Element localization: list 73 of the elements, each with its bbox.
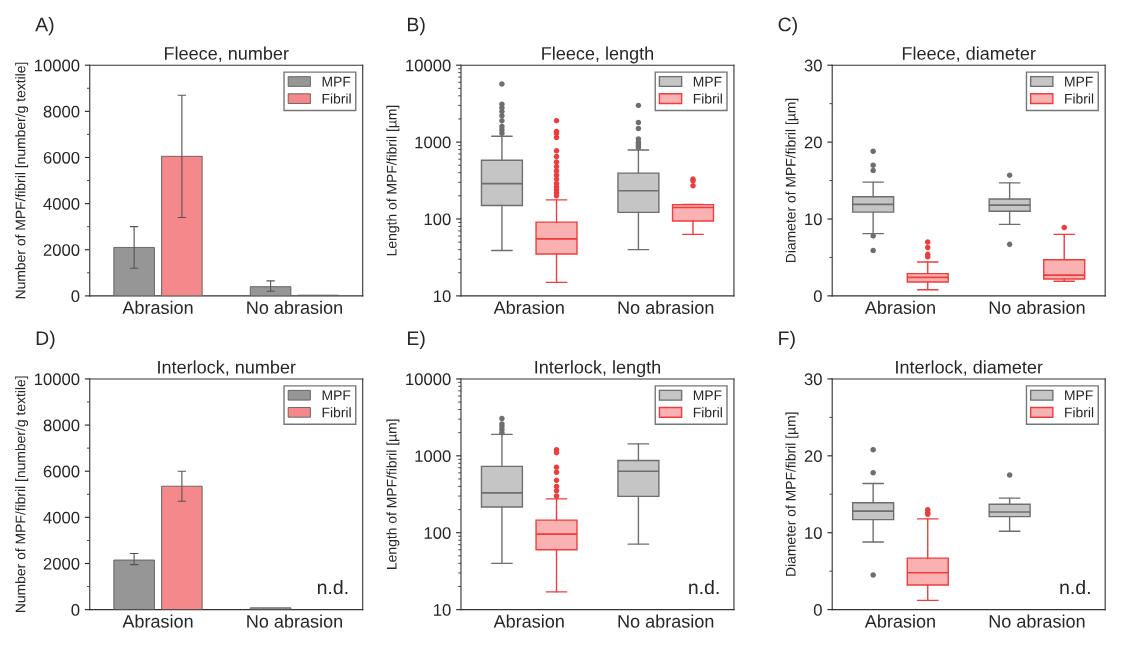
- y-tick-label: 6000: [43, 465, 80, 478]
- text: F): [779, 330, 795, 349]
- y-tick-label: 4000: [43, 198, 80, 210]
- chart-title: Interlock, number: [158, 360, 296, 376]
- x-tick-label: Abrasion: [864, 300, 935, 315]
- y-tick-label: 10: [805, 213, 822, 226]
- chart-title: Interlock, length: [535, 360, 661, 378]
- legend-label: MPF: [322, 390, 351, 401]
- annotation: n.d.: [1060, 579, 1090, 595]
- text: D): [36, 330, 55, 349]
- y-tick-label: 2000: [43, 244, 80, 256]
- x-tick-label: No abrasion: [989, 614, 1085, 628]
- x-tick-label: Abrasion: [493, 614, 564, 628]
- legend-label: Fibril: [322, 407, 351, 418]
- y-tick-label: 2000: [43, 557, 80, 570]
- x-tick-label: No abrasion: [989, 300, 1085, 315]
- y-tick-label: 8000: [43, 419, 80, 432]
- legend-label: Fibril: [322, 93, 351, 104]
- legend-label: MPF: [1065, 390, 1093, 401]
- y-tick-label: 4000: [43, 511, 80, 524]
- y-axis-title: Diameter of MPF/fibril [µm]: [785, 412, 799, 576]
- y-tick-label: 10: [434, 290, 451, 303]
- chart-title: Interlock, diameter: [896, 360, 1043, 376]
- y-tick-label: 0: [813, 290, 822, 303]
- x-tick-label: No abrasion: [247, 614, 342, 628]
- y-tick-label: 100: [424, 527, 451, 539]
- y-tick-label: 0: [71, 290, 80, 303]
- y-tick-label: 0: [813, 604, 822, 616]
- legend-label: Fibril: [1065, 407, 1094, 418]
- y-tick-label: 10000: [406, 59, 451, 72]
- y-tick-label: 100: [424, 213, 451, 226]
- annotation: n.d.: [689, 579, 719, 595]
- x-tick-label: No abrasion: [618, 300, 714, 315]
- y-tick-label: 1000: [415, 136, 451, 149]
- legend-label: Fibril: [693, 93, 722, 104]
- y-tick-label: 8000: [43, 105, 80, 118]
- y-tick-label: 10000: [34, 373, 80, 386]
- chart-title: Fleece, number: [165, 46, 289, 62]
- legend-label: Fibril: [1065, 93, 1094, 104]
- y-tick-label: 20: [804, 450, 822, 463]
- legend-label: MPF: [322, 76, 351, 87]
- x-tick-label: Abrasion: [864, 614, 935, 628]
- y-tick-label: 20: [804, 136, 822, 149]
- y-tick-label: 10: [805, 527, 822, 539]
- x-tick-label: Abrasion: [122, 614, 193, 628]
- y-tick-label: 1000: [415, 450, 451, 463]
- x-tick-label: Abrasion: [493, 300, 564, 315]
- y-axis-title: Diameter of MPF/fibril [µm]: [785, 98, 799, 263]
- legend-label: MPF: [693, 390, 722, 401]
- x-tick-label: Abrasion: [122, 300, 193, 315]
- y-tick-label: 0: [71, 604, 80, 616]
- text: A): [35, 17, 54, 36]
- y-axis-title: Length of MPF/fibril [µm]: [386, 105, 400, 256]
- y-tick-label: 30: [804, 59, 822, 72]
- y-tick-label: 30: [804, 373, 822, 386]
- legend-label: Fibril: [693, 407, 722, 418]
- y-tick-label: 10: [434, 604, 451, 616]
- y-axis-title: Number of MPF/fibril [number/g textile]: [15, 62, 29, 299]
- x-tick-label: No abrasion: [247, 300, 342, 315]
- legend-label: MPF: [693, 76, 722, 87]
- y-tick-label: 10000: [34, 59, 80, 72]
- x-tick-label: No abrasion: [618, 614, 714, 628]
- annotation: n.d.: [317, 579, 348, 595]
- y-axis-title: Number of MPF/fibril [number/g textile]: [15, 376, 29, 612]
- chart-title: Fleece, length: [542, 46, 654, 64]
- text: B): [407, 17, 425, 36]
- text: E): [407, 330, 425, 349]
- legend-label: MPF: [1065, 76, 1093, 87]
- text: C): [778, 17, 797, 36]
- y-tick-label: 10000: [406, 373, 451, 386]
- y-tick-label: 6000: [43, 151, 80, 164]
- y-axis-title: Length of MPF/fibril [µm]: [386, 419, 400, 569]
- chart-title: Fleece, diameter: [902, 46, 1036, 62]
